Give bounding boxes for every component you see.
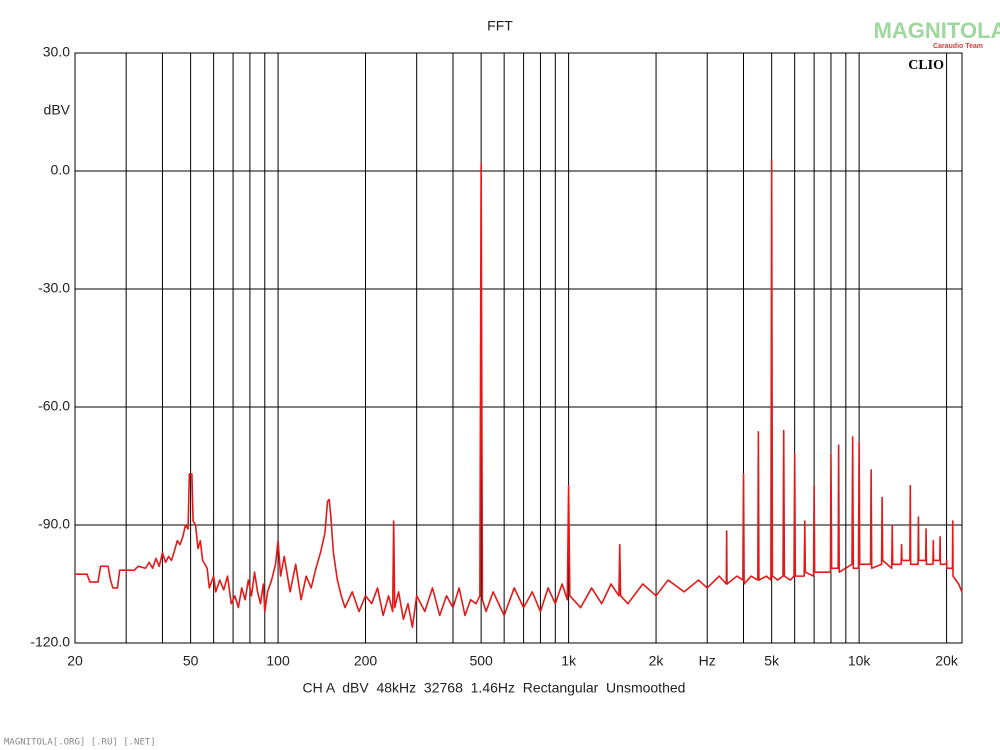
chart-title: FFT (487, 18, 513, 34)
x-tick-label: 10k (848, 653, 872, 669)
y-tick-label: 0.0 (51, 162, 71, 178)
x-tick-label: 20 (67, 653, 83, 669)
plot-frame (74, 52, 963, 644)
x-tick-label: 500 (469, 653, 493, 669)
x-tick-label: Hz (699, 653, 716, 669)
footer: CH A dBV 48kHz 32768 1.46Hz Rectangular … (303, 680, 686, 696)
x-tick-label: 50 (183, 653, 199, 669)
y-axis-label: dBV (44, 102, 71, 118)
x-tick-label: 5k (764, 653, 780, 669)
brand-watermark: MAGNITOLA (874, 18, 1000, 43)
team-watermark: Caraudio Team (933, 43, 983, 50)
domains-watermark: MAGNITOLA[.ORG] [.RU] [.NET] (4, 738, 156, 748)
y-tick-label: -30.0 (38, 280, 70, 296)
x-tick-label: 100 (266, 653, 290, 669)
x-tick-label: 200 (354, 653, 378, 669)
y-tick-label: -60.0 (38, 398, 70, 414)
y-tick-label: -120.0 (30, 634, 70, 650)
annotation: CLIO (908, 58, 944, 73)
y-tick-label: -90.0 (38, 516, 70, 532)
y-tick-label: 30.0 (43, 44, 70, 60)
spectrum-line (75, 159, 963, 629)
x-tick-label: 1k (561, 653, 577, 669)
x-tick-label: 2k (649, 653, 665, 669)
x-tick-label: 20k (935, 653, 959, 669)
